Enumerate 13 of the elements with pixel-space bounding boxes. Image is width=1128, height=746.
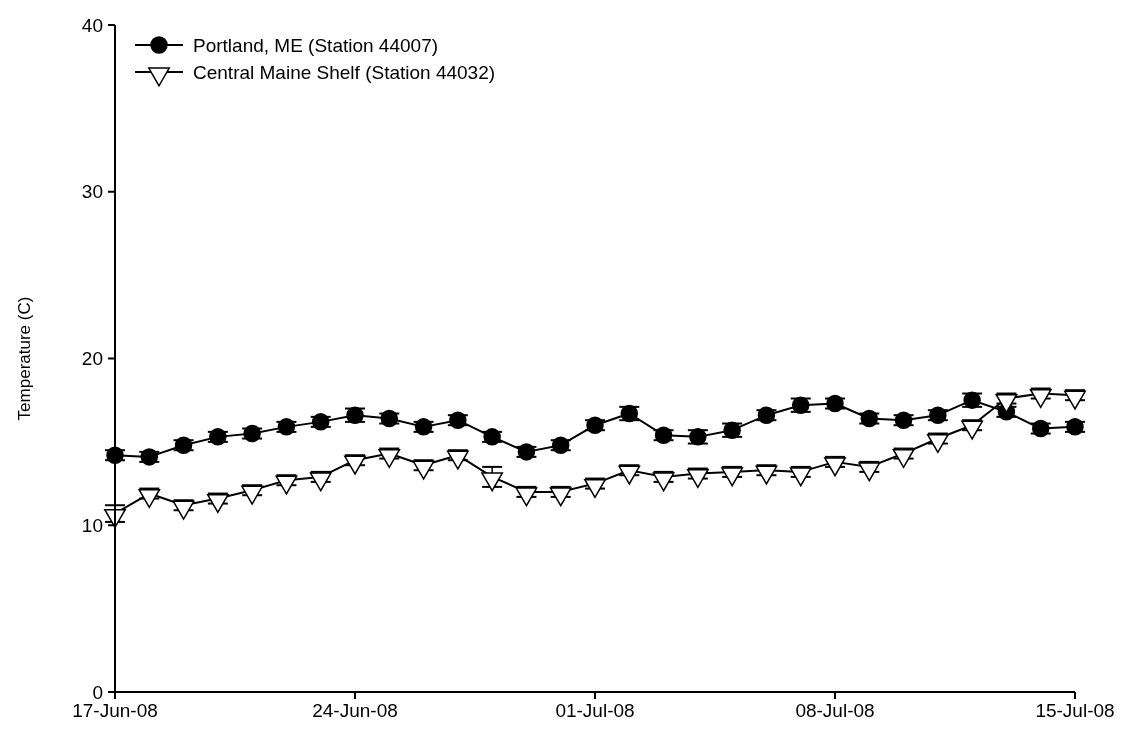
y-axis-title: Temperature (C) (15, 296, 34, 421)
x-tick-label: 01-Jul-08 (555, 700, 635, 721)
y-tick-label: 10 (81, 514, 103, 536)
y-tick-label: 40 (81, 14, 103, 36)
x-tick-label: 24-Jun-08 (312, 700, 398, 721)
x-tick-label: 08-Jul-08 (795, 700, 875, 721)
y-tick-label: 0 (92, 681, 103, 703)
x-tick-label: 15-Jul-08 (1035, 700, 1115, 721)
legend-label: Portland, ME (Station 44007) (193, 34, 439, 56)
legend-label: Central Maine Shelf (Station 44032) (193, 61, 496, 83)
y-tick-label: 30 (81, 181, 103, 203)
x-tick-label: 17-Jun-08 (72, 700, 158, 721)
y-tick-label: 20 (81, 348, 103, 370)
